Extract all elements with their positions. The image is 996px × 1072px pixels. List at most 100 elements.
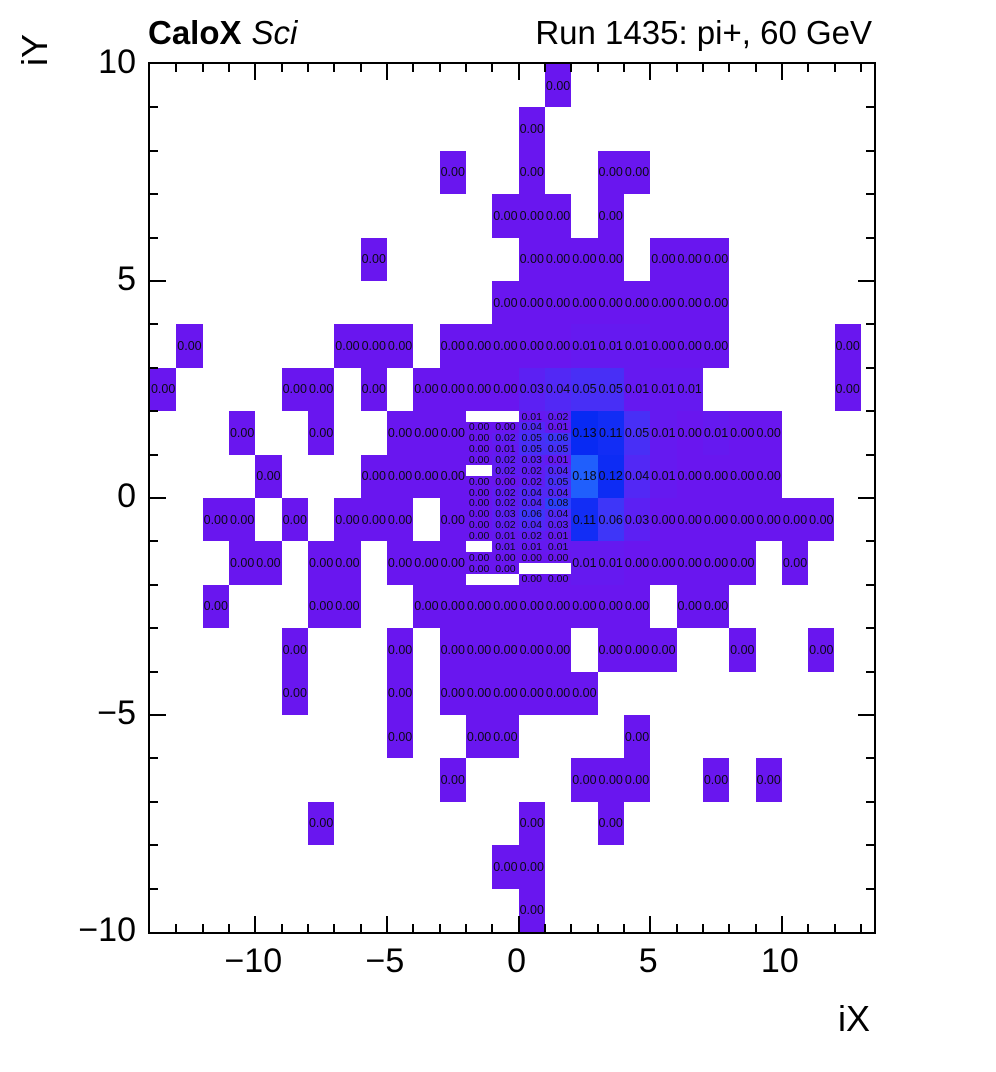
heatmap-cell: 0.02 xyxy=(492,487,519,499)
x-axis-tick xyxy=(175,924,178,932)
heatmap-cell: 0.01 xyxy=(597,541,624,585)
heatmap-cell: 0.00 xyxy=(360,454,387,498)
heatmap-cell: 0.00 xyxy=(492,563,519,575)
x-axis-tick xyxy=(780,64,783,80)
heatmap-cell: 0.00 xyxy=(360,498,387,542)
y-axis-tick xyxy=(866,800,874,803)
x-axis-tick xyxy=(754,924,757,932)
heatmap-cell: 0.01 xyxy=(623,367,651,412)
x-axis-tick xyxy=(701,64,704,72)
heatmap-cell: 0.00 xyxy=(518,281,545,325)
y-axis-tick xyxy=(150,106,158,109)
x-tick-label: 10 xyxy=(760,942,799,980)
heatmap-cell: 0.00 xyxy=(544,64,572,108)
heatmap-cell: 0.11 xyxy=(571,498,598,542)
heatmap-cell: 0.00 xyxy=(413,454,440,498)
heatmap-cell: 0.00 xyxy=(334,541,361,585)
heatmap-cell: 0.00 xyxy=(413,411,440,455)
heatmap-cell: 0.00 xyxy=(465,443,493,455)
heatmap-cell: 0.12 xyxy=(597,454,624,498)
heatmap-cell: 0.00 xyxy=(465,454,493,466)
heatmap-cell: 0.04 xyxy=(544,508,572,520)
heatmap-cell: 0.00 xyxy=(544,324,572,368)
heatmap-cell: 0.06 xyxy=(518,508,545,520)
heatmap-cell: 0.00 xyxy=(597,584,624,629)
heatmap-cell: 0.00 xyxy=(465,671,493,715)
heatmap-cell: 0.00 xyxy=(492,671,519,715)
heatmap-cell: 0.01 xyxy=(571,541,598,585)
x-axis-tick xyxy=(859,924,862,932)
heatmap-cell: 0.00 xyxy=(439,758,466,802)
y-axis-tick xyxy=(866,627,874,630)
y-axis-tick xyxy=(858,497,874,499)
heatmap-cell: 0.00 xyxy=(650,541,677,585)
heatmap-cells-layer: 0.00 0.00 0.00 0.00 0.00 0.00 0.00 0.00 0.00 0.00… xyxy=(150,64,874,932)
heatmap-cell: 0.00 xyxy=(439,454,466,498)
y-axis-tick xyxy=(866,323,874,326)
y-axis-tick xyxy=(150,844,158,847)
heatmap-cell: 0.01 xyxy=(518,411,545,423)
y-axis-tick xyxy=(866,193,874,196)
x-tick-label: −5 xyxy=(365,942,405,980)
heatmap-cell: 0.00 xyxy=(255,454,282,498)
heatmap-cell: 0.02 xyxy=(492,497,519,509)
heatmap-cell: 0.18 xyxy=(571,454,598,498)
y-axis-tick xyxy=(866,670,874,673)
heatmap-cell: 0.00 xyxy=(518,150,545,195)
x-axis-tick xyxy=(596,64,599,72)
heatmap-cell: 0.00 xyxy=(597,194,624,238)
heatmap-cell: 0.00 xyxy=(650,281,677,325)
heatmap-cell: 0.00 xyxy=(228,411,256,455)
heatmap-cell: 0.00 xyxy=(702,584,730,629)
heatmap-cell: 0.00 xyxy=(755,454,782,498)
heatmap-cell: 0.00 xyxy=(518,107,545,151)
x-axis-tick xyxy=(464,924,467,932)
heatmap-cell: 0.00 xyxy=(360,367,387,412)
y-axis-tick xyxy=(150,887,158,890)
x-axis-tick xyxy=(517,64,520,80)
heatmap-cell: 0.00 xyxy=(176,324,203,368)
heatmap-cell: 0.00 xyxy=(544,573,572,585)
heatmap-cell: 0.00 xyxy=(439,411,466,455)
heatmap-cell: 0.00 xyxy=(702,454,730,498)
detector-name: CaloX xyxy=(148,14,242,51)
y-axis-tick xyxy=(866,887,874,890)
x-axis-tick xyxy=(385,916,388,932)
y-axis-tick xyxy=(150,236,158,239)
x-axis-tick xyxy=(254,916,257,932)
y-axis-tick xyxy=(150,800,158,803)
heatmap-cell: 0.00 xyxy=(597,801,624,846)
heatmap-cell: 0.00 xyxy=(808,498,835,542)
heatmap-cell: 0.00 xyxy=(544,552,572,564)
y-axis-tick xyxy=(150,670,158,673)
heatmap-cell: 0.00 xyxy=(492,845,519,889)
x-axis-tick xyxy=(859,64,862,72)
heatmap-cell: 0.02 xyxy=(518,465,545,477)
heatmap-cell: 0.00 xyxy=(492,476,519,488)
heatmap-cell: 0.00 xyxy=(729,498,756,542)
y-tick-label: −5 xyxy=(97,694,136,732)
heatmap-cell: 0.00 xyxy=(439,324,466,368)
heatmap-cell: 0.00 xyxy=(465,432,493,444)
heatmap-cell: 0.00 xyxy=(334,498,361,542)
heatmap-cell: 0.02 xyxy=(518,530,545,542)
x-axis-tick xyxy=(306,64,309,72)
y-axis-tick xyxy=(858,280,874,282)
heatmap-cell: 0.01 xyxy=(650,411,677,455)
heatmap-cell: 0.06 xyxy=(597,498,624,542)
x-axis-tick xyxy=(622,924,625,932)
heatmap-cell: 0.04 xyxy=(544,465,572,477)
heatmap-cell: 0.00 xyxy=(518,194,545,238)
heatmap-cell: 0.01 xyxy=(492,541,519,553)
heatmap-cell: 0.00 xyxy=(465,367,493,412)
heatmap-cell: 0.02 xyxy=(518,476,545,488)
heatmap-cell: 0.00 xyxy=(465,324,493,368)
y-axis-tick xyxy=(866,149,874,152)
heatmap-cell: 0.01 xyxy=(676,367,703,412)
heatmap-cell: 0.00 xyxy=(281,628,308,672)
x-axis-tick xyxy=(675,924,678,932)
heatmap-cell: 0.00 xyxy=(307,584,335,629)
x-axis-tick xyxy=(201,64,204,72)
heatmap-cell: 0.03 xyxy=(518,454,545,466)
heatmap-cell: 0.04 xyxy=(518,487,545,499)
